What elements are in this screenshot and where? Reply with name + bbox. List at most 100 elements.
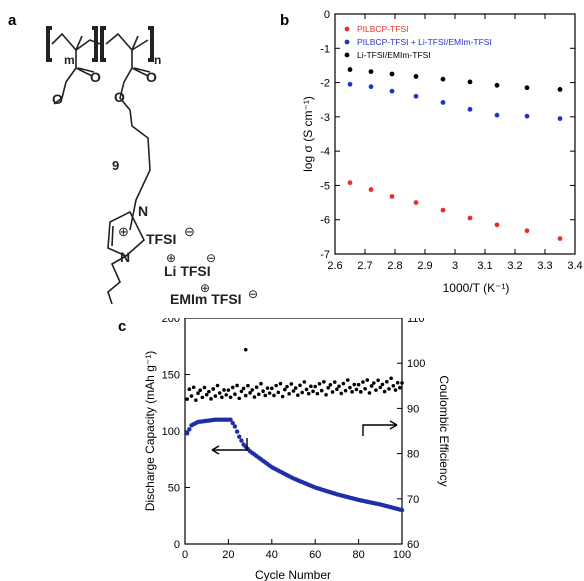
efficiency-point: [265, 386, 270, 390]
efficiency-point: [322, 380, 326, 384]
efficiency-point: [389, 376, 393, 381]
legend-marker: [344, 26, 350, 32]
counter-ion-tfsi: TFSI: [146, 231, 176, 247]
efficiency-point: [272, 393, 276, 398]
efficiency-point: [267, 391, 272, 395]
efficiency-point: [207, 389, 211, 394]
panel-letter-a: a: [8, 12, 17, 29]
efficiency-point: [385, 379, 389, 384]
data-point: [557, 116, 563, 121]
legend-entry: PILBCP-TFSI: [357, 24, 408, 34]
data-point: [368, 69, 374, 74]
efficiency-point: [283, 387, 287, 392]
tfsi-minus: ⊖: [184, 224, 195, 239]
li-plus: ⊕: [166, 251, 176, 265]
data-point: [440, 207, 446, 213]
data-point: [389, 194, 395, 199]
methoxy: [53, 67, 77, 105]
y-tick-label: 150: [162, 370, 180, 382]
data-point: [389, 88, 395, 94]
efficiency-point: [326, 385, 331, 390]
efficiency-point: [382, 389, 387, 394]
efficiency-point: [220, 395, 224, 400]
y-tick-label: 50: [168, 483, 180, 495]
conductivity-chart: 2.6 2.7 2.8 2.9 3 3.1 3.2 3.3 3.4 0 -1 -2 -3 -4 -5 -6 -7…: [301, 9, 583, 295]
y-tick-label: 0: [174, 539, 180, 551]
subscript-m: m: [64, 53, 75, 67]
efficiency-point: [306, 391, 311, 396]
efficiency-point: [398, 385, 402, 390]
y-tick-label: -6: [320, 215, 330, 227]
efficiency-point: [202, 385, 207, 390]
cation-plus: ⊕: [118, 224, 129, 239]
emim-tfsi-minus: ⊖: [248, 287, 258, 301]
efficiency-point: [211, 387, 216, 391]
bracket-left-1: [46, 26, 52, 62]
backbone-1: [51, 32, 101, 52]
y2-tick-label: 80: [407, 449, 419, 461]
efficiency-point: [296, 393, 300, 398]
efficiency-point: [256, 392, 261, 397]
butyl-chain: [107, 255, 127, 305]
data-point: [467, 79, 473, 85]
x-tick-label: 3.1: [477, 260, 492, 272]
efficiency-point: [400, 381, 404, 385]
arrow-right-efficiency: [362, 424, 397, 436]
efficiency-point: [243, 393, 248, 398]
efficiency-point: [198, 388, 202, 393]
efficiency-point: [194, 398, 198, 402]
efficiency-point: [354, 387, 359, 392]
efficiency-point: [300, 390, 304, 395]
efficiency-point: [191, 385, 196, 390]
data-point: [347, 81, 353, 87]
data-point: [413, 200, 419, 205]
data-point: [440, 76, 446, 82]
efficiency-point: [237, 396, 242, 401]
efficiency-point: [204, 392, 209, 397]
y-tick-label: -2: [320, 78, 330, 90]
efficiency-point: [289, 382, 294, 386]
efficiency-point: [319, 388, 324, 393]
data-point: [557, 87, 563, 92]
arrow-left-capacity: [212, 438, 248, 451]
efficiency-point: [374, 388, 378, 392]
efficiency-point: [311, 389, 315, 394]
efficiency-point: [324, 392, 328, 397]
efficiency-point: [189, 394, 194, 398]
data-point: [494, 112, 500, 118]
efficiency-point: [356, 382, 361, 387]
data-point: [494, 222, 500, 228]
efficiency-point: [263, 393, 268, 398]
y2-tick-label: 60: [407, 539, 419, 551]
efficiency-point: [222, 388, 226, 392]
efficiency-point: [276, 390, 281, 395]
efficiency-point: [345, 378, 350, 382]
left-y-axis-label: Discharge Capacity (mAh g⁻¹): [143, 351, 157, 511]
methyl-1: [75, 35, 83, 51]
efficiency-point: [304, 387, 309, 392]
efficiency-point: [226, 388, 231, 392]
efficiency-point: [270, 386, 274, 391]
efficiency-point: [298, 383, 302, 388]
subscript-n: n: [154, 53, 161, 67]
data-point: [557, 236, 563, 241]
bracket-left-2: [100, 26, 106, 62]
efficiency-point: [348, 385, 352, 390]
legend-marker: [344, 52, 350, 58]
x-axis-label: Cycle Number: [255, 568, 331, 581]
efficiency-point: [387, 387, 391, 391]
efficiency-point: [215, 383, 220, 388]
data-point: [368, 187, 374, 192]
repeat-count: 9: [112, 158, 119, 173]
capacity-point: [184, 431, 190, 436]
bracket-right-2: [148, 26, 154, 62]
x-tick-label: 2.9: [417, 260, 432, 272]
efficiency-point: [213, 394, 218, 398]
efficiency-point: [335, 387, 339, 392]
efficiency-point: [341, 381, 346, 386]
efficiency-point: [393, 388, 398, 392]
plot-frame: [334, 13, 576, 255]
efficiency-point: [376, 378, 380, 383]
nitrogen-top: N: [138, 203, 148, 219]
efficiency-point: [280, 394, 285, 399]
